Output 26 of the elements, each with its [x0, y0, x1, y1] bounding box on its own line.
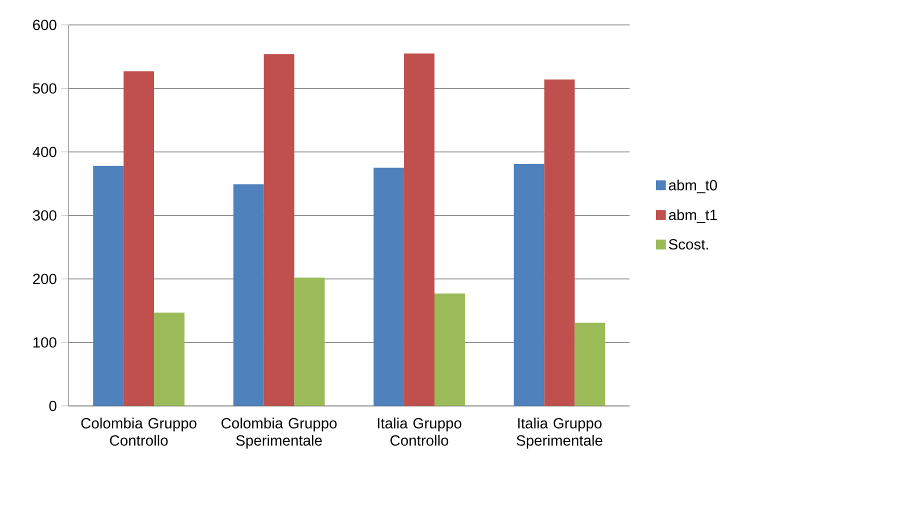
bar: [574, 322, 606, 406]
bar: [544, 80, 575, 406]
bar: [233, 184, 264, 406]
bar: [404, 54, 434, 406]
bar: [264, 54, 294, 406]
legend-label: Scost.: [668, 239, 708, 250]
x-tick-label: Colombia Gruppo Controllo: [81, 418, 196, 446]
bar: [374, 168, 404, 406]
y-tick-label: 500: [32, 83, 56, 94]
y-tick-label: 100: [33, 337, 56, 348]
bar: [514, 164, 544, 406]
y-tick-label: 300: [32, 210, 56, 221]
y-tick-label: 200: [33, 274, 56, 284]
legend-label: abm_t0: [668, 180, 717, 194]
x-tick-label: Italia Gruppo Controllo: [378, 418, 462, 446]
bar: [154, 312, 184, 406]
y-tick-label: 600: [33, 20, 56, 30]
bar: [124, 71, 154, 406]
y-tick-label: 0: [49, 400, 56, 412]
bar: [93, 166, 124, 406]
legend-label: abm_t1: [668, 210, 717, 224]
x-tick-label: Italia Gruppo Sperimentale: [516, 418, 602, 449]
x-tick-label: Colombia Gruppo Sperimentale: [222, 418, 337, 449]
bar: [294, 278, 325, 406]
bar: [434, 294, 465, 406]
y-tick-label: 400: [32, 146, 56, 158]
